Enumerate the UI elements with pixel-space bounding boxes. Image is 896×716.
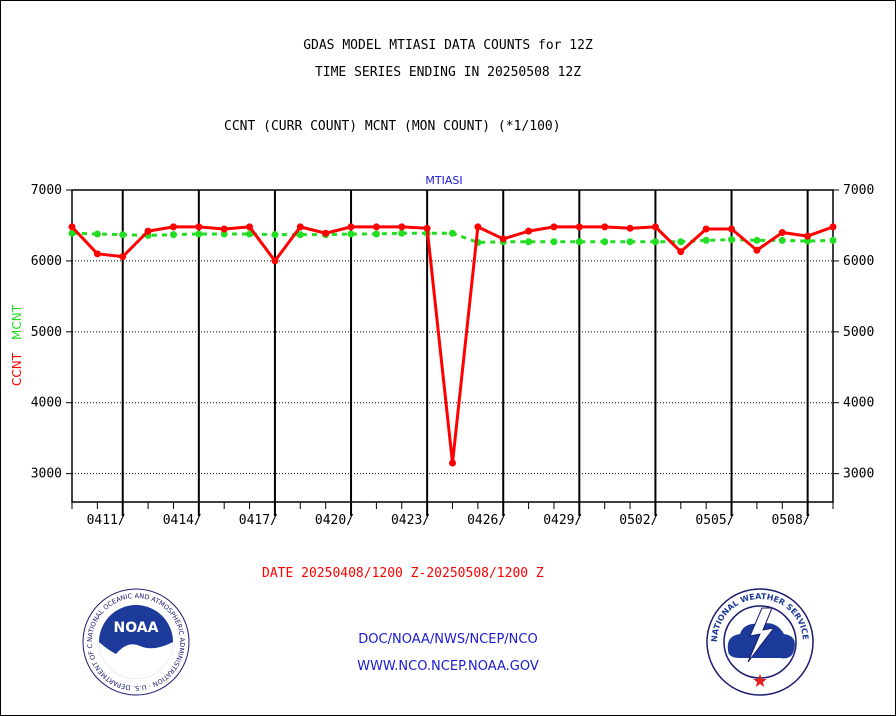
- data-point-mcnt: [398, 229, 406, 237]
- data-point-mcnt: [651, 238, 659, 246]
- data-point-ccnt: [677, 248, 685, 256]
- chart-title-line2: TIME SERIES ENDING IN 20250508 12Z: [314, 65, 582, 80]
- data-point-mcnt: [169, 231, 177, 239]
- data-point-ccnt: [347, 223, 355, 231]
- data-point-ccnt: [449, 459, 456, 467]
- data-point-ccnt: [271, 257, 279, 265]
- y-tick-label-right: 5000: [843, 325, 874, 340]
- nco-path-link[interactable]: DOC/NOAA/NWS/NCEP/NCO: [358, 632, 538, 647]
- data-point-ccnt: [702, 225, 710, 233]
- data-point-mcnt: [575, 238, 583, 246]
- data-point-ccnt: [601, 223, 609, 231]
- nws-logo: NATIONAL WEATHER SERVICE: [706, 588, 814, 696]
- x-tick-label: 0502/: [619, 513, 658, 528]
- data-point-mcnt: [296, 231, 304, 239]
- data-point-mcnt: [626, 238, 634, 246]
- x-tick-label: 0420/: [315, 513, 354, 528]
- data-point-ccnt: [372, 223, 380, 231]
- y-tick-label-right: 4000: [843, 396, 874, 411]
- data-point-mcnt: [195, 230, 203, 238]
- y-tick-label-right: 7000: [843, 183, 874, 198]
- noaa-logo: NOAA NATIONAL OCEANIC AND ATMOSPHERIC AD…: [82, 588, 190, 696]
- data-point-ccnt: [119, 253, 127, 261]
- series-line-ccnt: [70, 225, 834, 465]
- data-point-mcnt: [449, 229, 456, 237]
- chart-title-line1: GDAS MODEL MTIASI DATA COUNTS for 12Z: [303, 38, 593, 53]
- x-tick-label: 0505/: [695, 513, 734, 528]
- y-tick-label-left: 5000: [31, 325, 62, 340]
- y-tick-label-left: 7000: [31, 183, 62, 198]
- noaa-logo-text: NOAA: [114, 620, 159, 636]
- data-point-ccnt: [220, 225, 228, 233]
- data-point-mcnt: [525, 238, 533, 246]
- data-point-mcnt: [728, 236, 736, 244]
- y-tick-label-left: 6000: [31, 254, 62, 269]
- data-point-ccnt: [68, 223, 76, 231]
- data-point-ccnt: [296, 223, 304, 231]
- x-tick-label: 0417/: [239, 513, 278, 528]
- x-tick-label: 0508/: [771, 513, 810, 528]
- data-point-mcnt: [804, 237, 812, 245]
- data-point-ccnt: [550, 223, 558, 231]
- date-range: DATE 20250408/1200 Z-20250508/1200 Z: [262, 566, 544, 581]
- data-point-ccnt: [753, 246, 761, 254]
- y-tick-label-right: 3000: [843, 467, 874, 482]
- y-tick-label-left: 3000: [31, 467, 62, 482]
- plot-frame: [71, 189, 834, 503]
- data-point-ccnt: [575, 223, 583, 231]
- data-point-ccnt: [778, 229, 786, 237]
- x-tick-label: 0426/: [467, 513, 506, 528]
- data-point-mcnt: [246, 230, 254, 238]
- data-point-ccnt: [651, 223, 659, 231]
- data-point-mcnt: [271, 231, 279, 239]
- data-point-mcnt: [677, 238, 685, 246]
- data-point-mcnt: [829, 236, 837, 244]
- data-point-mcnt: [601, 238, 609, 246]
- data-point-mcnt: [753, 236, 761, 244]
- data-point-ccnt: [499, 235, 507, 243]
- data-point-ccnt: [93, 250, 101, 258]
- y-tick-label-left: 4000: [31, 396, 62, 411]
- data-point-mcnt: [372, 230, 380, 238]
- data-point-ccnt: [423, 224, 431, 232]
- data-point-ccnt: [728, 225, 736, 233]
- y-tick-label-right: 6000: [843, 254, 874, 269]
- data-point-ccnt: [322, 229, 330, 237]
- panel-title: MTIASI: [425, 174, 462, 187]
- data-point-ccnt: [195, 223, 203, 231]
- data-point-mcnt: [68, 229, 76, 237]
- data-point-ccnt: [829, 223, 837, 231]
- data-point-mcnt: [778, 236, 786, 244]
- chart-subtitle: CCNT (CURR COUNT) MCNT (MON COUNT) (*1/1…: [224, 119, 561, 134]
- data-point-mcnt: [119, 231, 127, 239]
- data-point-mcnt: [93, 230, 101, 238]
- data-point-ccnt: [398, 223, 406, 231]
- data-point-mcnt: [702, 236, 710, 244]
- x-tick-label: 0414/: [163, 513, 202, 528]
- data-point-mcnt: [550, 238, 558, 246]
- data-point-ccnt: [804, 232, 812, 240]
- data-point-ccnt: [144, 227, 152, 235]
- data-point-mcnt: [347, 230, 355, 238]
- x-tick-label: 0429/: [543, 513, 582, 528]
- x-tick-label: 0411/: [87, 513, 126, 528]
- data-point-ccnt: [626, 224, 634, 232]
- data-point-mcnt: [220, 230, 228, 238]
- data-point-ccnt: [474, 223, 482, 231]
- data-point-ccnt: [246, 223, 254, 231]
- x-tick-label: 0423/: [391, 513, 430, 528]
- nco-website-link[interactable]: WWW.NCO.NCEP.NOAA.GOV: [357, 659, 539, 674]
- data-point-ccnt: [169, 223, 177, 231]
- data-point-ccnt: [525, 227, 533, 235]
